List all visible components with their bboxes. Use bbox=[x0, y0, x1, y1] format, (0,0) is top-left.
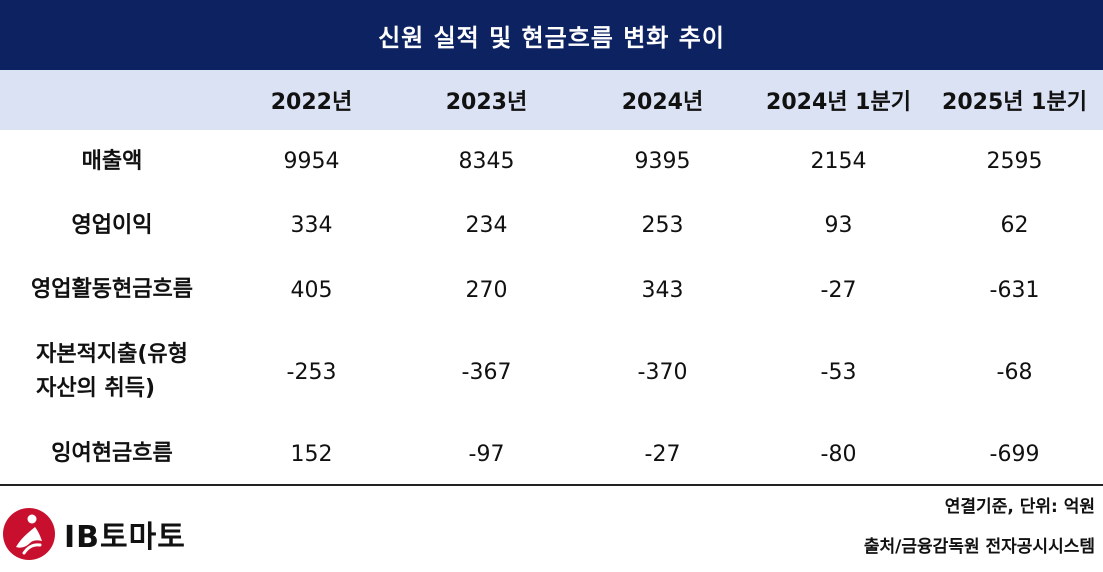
row-label: 자본적지출(유형 자산의 취득) bbox=[0, 322, 224, 422]
table-cell: -27 bbox=[820, 277, 857, 303]
table-cell: 9395 bbox=[634, 149, 691, 174]
unit-note: 연결기준, 단위: 억원 bbox=[944, 497, 1095, 517]
table-cell: 8345 bbox=[458, 149, 515, 174]
table-cell: 62 bbox=[1000, 213, 1029, 238]
row-label: 영업활동현금흐름 bbox=[31, 277, 193, 302]
table-row: 잉여현금흐름 152 -97 -27 -80 -699 bbox=[0, 422, 1103, 486]
column-header bbox=[0, 70, 224, 130]
row-label: 영업이익 bbox=[71, 212, 153, 238]
table-cell: 253 bbox=[641, 213, 684, 238]
table-cell: -367 bbox=[461, 359, 512, 385]
bottom-divider bbox=[0, 484, 1103, 486]
column-header: 2023년 bbox=[445, 90, 528, 115]
table-cell: -253 bbox=[286, 359, 337, 385]
table-cell: 405 bbox=[290, 277, 333, 303]
footer-notes: 연결기준, 단위: 억원 출처/금융감독원 전자공시시스템 bbox=[864, 492, 1095, 572]
table-cell: 152 bbox=[290, 441, 333, 467]
row-label: 매출액 bbox=[81, 148, 143, 174]
logo-text: IB토마토 bbox=[64, 520, 186, 555]
table-cell: 234 bbox=[465, 213, 508, 238]
table-cell: 334 bbox=[290, 213, 333, 238]
table-cell: -53 bbox=[820, 359, 857, 385]
column-header: 2025년 1분기 bbox=[942, 90, 1087, 115]
column-header: 2022년 bbox=[270, 90, 353, 115]
red-circle-runner-icon bbox=[3, 508, 55, 560]
table-cell: -68 bbox=[996, 359, 1033, 385]
table-title: 신원 실적 및 현금흐름 변화 추이 bbox=[0, 0, 1103, 70]
table-cell: -631 bbox=[989, 277, 1040, 303]
table-cell: 93 bbox=[824, 213, 853, 238]
table-row: 영업활동현금흐름 405 270 343 -27 -631 bbox=[0, 258, 1103, 322]
table-cell: 270 bbox=[465, 277, 508, 303]
row-label: 잉여현금흐름 bbox=[51, 441, 173, 466]
column-header: 2024년 bbox=[621, 90, 704, 115]
table-cell: -27 bbox=[644, 441, 681, 467]
table-cell: 343 bbox=[641, 277, 684, 303]
source-note: 출처/금융감독원 전자공시시스템 bbox=[863, 537, 1095, 557]
table-cell: -699 bbox=[989, 441, 1040, 467]
table-cell: -80 bbox=[820, 441, 857, 467]
table-row: 영업이익 334 234 253 93 62 bbox=[0, 193, 1103, 258]
table-row: 매출액 9954 8345 9395 2154 2595 bbox=[0, 130, 1103, 193]
table-cell: 2154 bbox=[810, 149, 867, 174]
column-header: 2024년 1분기 bbox=[766, 90, 911, 115]
row-label-line: 자산의 취득) bbox=[36, 376, 156, 401]
table-row: 자본적지출(유형 자산의 취득) -253 -367 -370 -53 -68 bbox=[0, 322, 1103, 422]
table-cell: 9954 bbox=[283, 149, 340, 174]
table-cell: -370 bbox=[637, 359, 688, 385]
row-label-line: 자본적지출(유형 bbox=[36, 342, 188, 367]
table-cell: -97 bbox=[468, 441, 505, 467]
financial-table: 2022년 2023년 2024년 2024년 1분기 2025년 1분기 매출… bbox=[0, 70, 1103, 486]
table-cell: 2595 bbox=[986, 149, 1043, 174]
ib-tomato-logo: IB토마토 bbox=[2, 504, 232, 564]
header-row: 2022년 2023년 2024년 2024년 1분기 2025년 1분기 bbox=[0, 70, 1103, 130]
